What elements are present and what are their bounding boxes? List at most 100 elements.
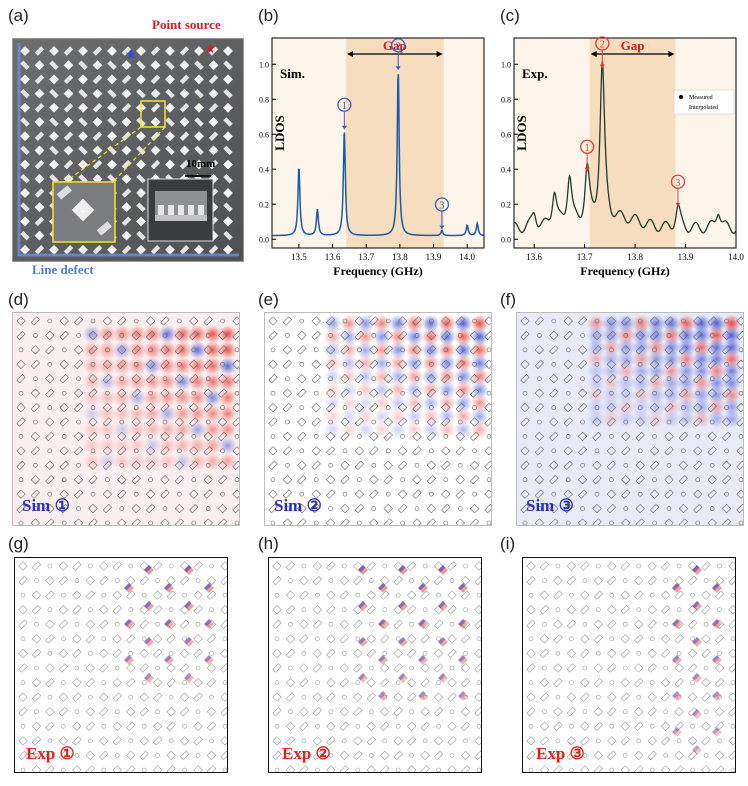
x-tick-label-5: 14.0	[459, 252, 475, 262]
marker-label-2: 2	[600, 40, 605, 51]
lattice	[18, 561, 227, 772]
exp-field-map-1	[14, 557, 228, 773]
field-hotspots	[587, 314, 741, 428]
field-hotspots	[83, 325, 237, 471]
field-hotspots	[323, 314, 489, 439]
marker-circle-2	[391, 38, 406, 53]
exp-ldos-chart: Gap 0.0 0.2 0.4 0.6 0.8 1.0 13.6 13.7 13.8 13.9 14.…	[494, 20, 744, 295]
lattice	[272, 561, 481, 772]
sim-ldos-svg: Gap 0.0 0.2 0.4 0.6 0.8 1.0 13.5 13.6 13.7 13.8 13.…	[259, 37, 485, 278]
x-tick-label-3: 13.9	[678, 252, 694, 262]
panel-label-c: (c)	[500, 6, 520, 25]
marker-circle-1	[337, 97, 352, 112]
y-tick-label-4: 0.8	[259, 95, 269, 104]
sim-label-2: Sim ②	[274, 496, 322, 515]
marker-circle-1	[580, 139, 595, 154]
y-tick-label-5: 1.0	[259, 60, 269, 69]
x-axis-label: Frequency (GHz)	[333, 264, 422, 278]
panel-label-h: (h)	[258, 534, 279, 553]
y-tick-label-1: 0.2	[259, 200, 269, 209]
legend-entry-0: Measured	[689, 95, 713, 101]
exp-field-svg-2	[272, 561, 481, 772]
zoom-square	[140, 100, 166, 128]
y-tick-label-4: 0.8	[501, 95, 511, 104]
scale-bar-label: 10mm	[186, 158, 216, 170]
y-tick-label-3: 0.6	[259, 130, 269, 139]
lattice	[520, 316, 743, 525]
marker-circle-3	[670, 174, 686, 189]
x-tick-label-0: 13.5	[291, 252, 307, 262]
legend-measured-marker	[679, 95, 683, 99]
marker-label-1: 1	[585, 143, 590, 154]
marker-circle-2	[595, 36, 610, 51]
panel-label-f: (f)	[500, 290, 517, 309]
gap-arrow-right-head	[668, 51, 675, 57]
svg-text:+: +	[80, 207, 86, 218]
marker-label-2: 2	[396, 41, 401, 52]
y-tick-label-2: 0.4	[259, 165, 269, 174]
panel-label-g: (g)	[8, 534, 29, 553]
unit-cell-inset: +	[52, 181, 116, 243]
sim-field-svg-3	[517, 313, 743, 525]
y-tick-label-0: 0.0	[501, 235, 511, 244]
panel-label-d: (d)	[8, 290, 29, 309]
marker-label-1: 1	[342, 101, 347, 112]
x-tick-label-4: 13.9	[426, 252, 442, 262]
panel-label-b: (b)	[258, 6, 279, 25]
exp-ldos-svg: Gap 0.0 0.2 0.4 0.6 0.8 1.0 13.6 13.7 13.8 13.9 14.…	[501, 36, 744, 278]
panel-label-a: (a)	[8, 6, 29, 25]
line-defect-label: Line defect	[32, 262, 94, 277]
exp-field-map-2	[268, 557, 482, 773]
x-tick-label-0: 13.6	[526, 252, 542, 262]
legend-entry-1: Interpolated	[689, 105, 718, 111]
gap-arrow-left-head	[590, 51, 597, 57]
gap-arrow-right-head	[436, 51, 443, 57]
marker-arrowhead-3	[675, 202, 681, 207]
y-tick-label-5: 1.0	[501, 60, 511, 69]
lattice	[268, 316, 491, 525]
x-tick-label-1: 13.7	[577, 252, 593, 262]
gap-region	[589, 38, 676, 248]
marker-label-3: 3	[439, 201, 444, 212]
sample-photo: ★ ★ +	[12, 38, 244, 262]
gap-label: Gap	[621, 38, 645, 53]
sim-field-map-1	[12, 312, 240, 526]
interpolated-series	[513, 61, 737, 234]
zoom-line-2	[112, 126, 166, 183]
sample-3d-inset	[147, 178, 214, 242]
panel-label-i: (i)	[500, 534, 516, 553]
marker-arrowhead-2	[599, 64, 605, 69]
blue-star-icon: ★	[125, 48, 138, 63]
zoom-line-1	[64, 126, 142, 183]
exp-field-map-3	[522, 557, 736, 773]
plot-frame	[513, 37, 737, 249]
x-tick-label-2: 13.7	[358, 252, 374, 262]
red-star-icon: ★	[204, 42, 217, 57]
marker-arrowhead-1	[584, 167, 590, 172]
sim-label-3: Sim ③	[526, 496, 574, 515]
sim-label-1: Sim ①	[22, 496, 70, 515]
x-axis-label: Frequency (GHz)	[580, 264, 669, 278]
sample-photo-pattern: ★ ★ +	[13, 39, 243, 261]
chart-title: Sim.	[280, 66, 305, 81]
sim-ldos-chart: Gap 0.0 0.2 0.4 0.6 0.8 1.0 13.5 13.6 13.7 13.8 13.…	[250, 20, 490, 295]
x-tick-label-2: 13.8	[627, 252, 643, 262]
exp-label-1: Exp ①	[26, 744, 75, 763]
marker-arrowhead-2	[395, 66, 401, 71]
x-tick-label-1: 13.6	[325, 252, 341, 262]
marker-arrowhead-3	[439, 225, 445, 230]
exp-field-svg-3	[526, 561, 735, 772]
measured-cells	[124, 565, 214, 683]
y-axis-label: LDOS	[272, 115, 287, 150]
sim-field-map-3	[516, 312, 744, 526]
marker-arrowhead-1	[341, 125, 347, 130]
exp-label-2: Exp ②	[282, 744, 331, 763]
exp-label-3: Exp ③	[536, 744, 585, 763]
panel-label-e: (e)	[258, 290, 279, 309]
point-source-label: Point source	[152, 17, 221, 32]
gap-arrow-left-head	[347, 51, 354, 57]
marker-label-3: 3	[675, 178, 680, 189]
chart-title: Exp.	[522, 66, 548, 81]
measured-cells	[672, 565, 722, 755]
x-tick-label-4: 14.0	[728, 252, 744, 262]
